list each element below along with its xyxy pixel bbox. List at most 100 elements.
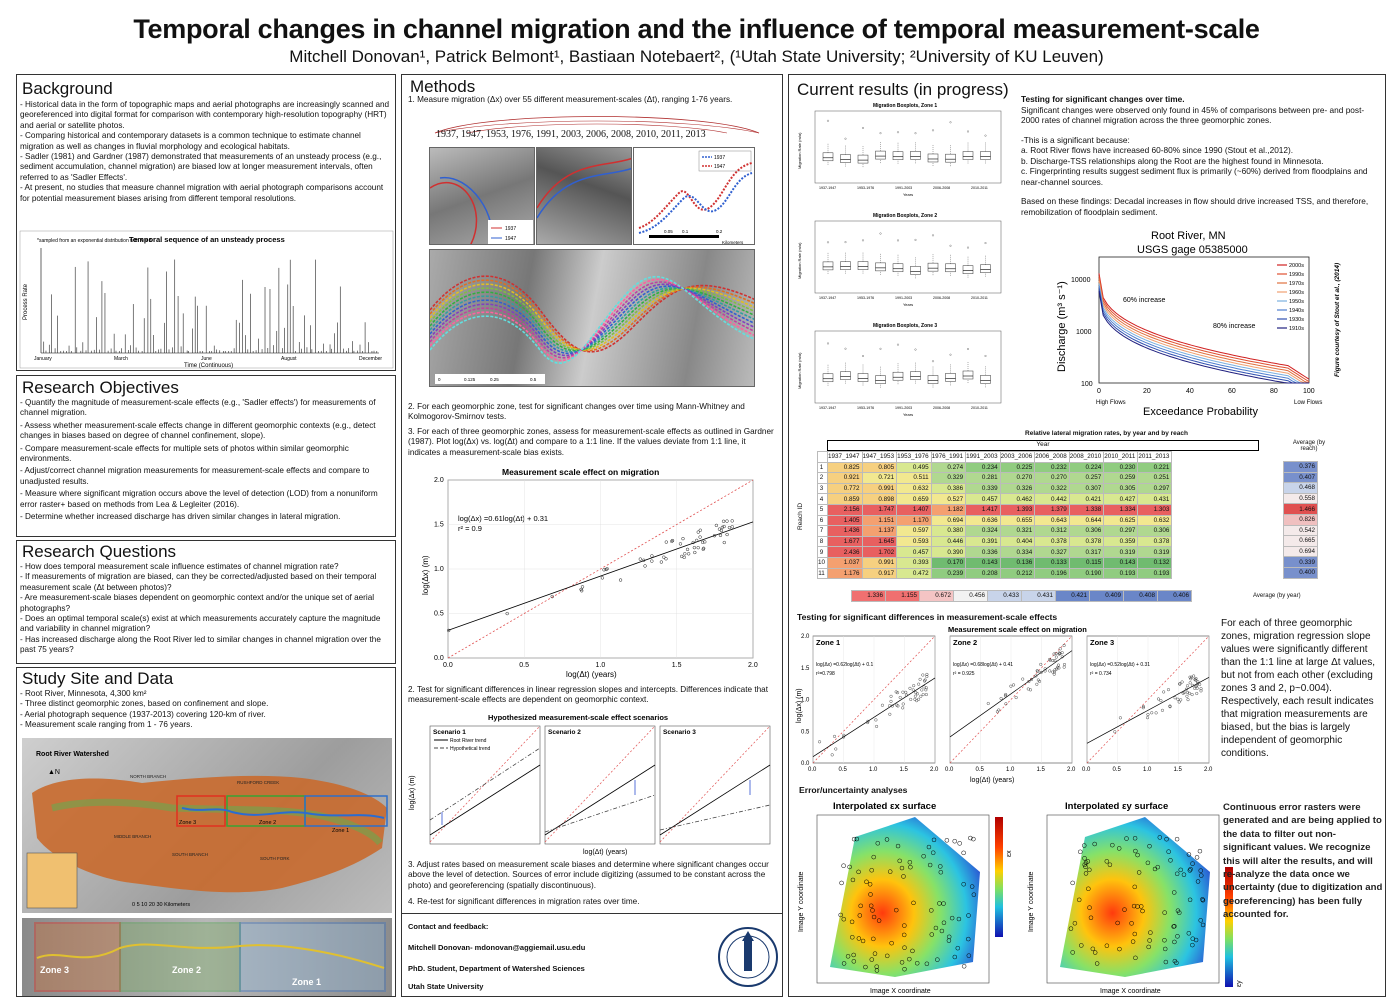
gcp-point [968,835,973,841]
table-col-header: 1937_1947 [827,451,863,463]
gcp-point [1115,920,1120,926]
table-cell: 0.442 [1034,493,1070,505]
table-cell: 0.898 [861,493,898,505]
box [945,263,956,273]
contact-email[interactable]: Mitchell Donovan- mdonovan@aggiemail.usu… [408,943,586,952]
data-point [1043,667,1047,671]
zone-r2: r²=0.798 [816,671,835,677]
gcp-point [894,907,899,913]
table-cell: 0.390 [930,546,967,558]
flow-tick: 80 [1270,388,1278,395]
table-col-header: 2006_2008 [1034,451,1070,463]
study-heading: Study Site and Data [22,669,174,688]
data-point [1141,706,1145,710]
outlier [827,342,829,345]
data-point [1141,705,1145,709]
gcp-point [845,954,851,959]
data-point [580,589,584,593]
zone-scale-charts: Measurement scale effect on migration lo… [796,625,1213,784]
data-point [727,525,732,530]
data-point [701,540,705,544]
outlier [827,119,829,122]
table-cell: 0.495 [896,461,932,474]
gcp-point [851,836,857,842]
zone-ylabel: log(Δx) (m) [796,688,803,723]
avg-row: 0.468 [1283,482,1318,494]
table-cell: 0.431 [1137,493,1173,505]
data-point [1188,675,1192,679]
y-tick: 0.5 [434,611,444,618]
x-tick: 2.0 [1204,767,1213,773]
data-point [889,699,893,703]
gcp-point [1168,858,1173,863]
gcp-point [868,903,874,909]
gcp-point [1181,872,1187,877]
data-point [915,692,919,696]
gcp-point [955,945,961,951]
data-point [1003,694,1007,698]
box [927,153,939,163]
table-cell: 0.457 [896,546,932,558]
data-point [681,537,685,541]
boxplot-frame [814,220,1002,294]
table-row: 3 0.772 0.991 0.632 0.386 0.339 0.326 0.322 0.30… [816,482,1173,495]
gcp-point [1162,910,1167,915]
table-cell: 1.417 [965,503,1001,516]
data-point [1052,672,1056,676]
data-point [664,540,668,544]
data-point [896,691,900,695]
study-item: - Measurement scale ranging from 1 - 76 … [20,720,193,730]
results-panel: Current results (in progress) Migration … [788,74,1386,997]
gcp-point [1163,959,1169,965]
table-cell: 0.446 [930,535,967,548]
data-point [1060,655,1064,659]
strip-zone-label: Zone 2 [172,965,201,975]
data-point [1118,716,1122,720]
boxplot-xlabel: Years [903,412,913,417]
outlier [862,126,864,129]
scenario-ylabel: log(Δx) (m) [409,775,416,810]
data-point [1036,678,1040,682]
box [910,371,921,380]
x-tick: 0.0 [808,767,817,773]
mse-text: For each of three geomorphic zones, migr… [1221,618,1375,759]
gcp-point [956,916,962,922]
gcp-point [946,934,952,940]
table-cell: 0.644 [1068,514,1105,527]
gcp-point [1162,946,1168,952]
gcp-point [902,945,907,950]
gcp-point [871,914,877,920]
data-point [659,560,664,564]
outlier [984,242,987,245]
gcp-point [931,837,937,843]
table-cell: 0.805 [861,461,898,474]
scenario-legend: Root River trend [450,738,487,744]
error-colorbar [1225,867,1233,987]
avg-row: 0.694 [1283,545,1318,558]
usu-seal-logo [718,927,778,987]
mse-ylabel: log(Δx) (m) [421,555,430,595]
avg-row: 1.466 [1283,503,1318,515]
gcp-point [1117,946,1122,952]
zone-equation: log(Δx) =0.52log(Δt) + 0.31 [1090,662,1150,668]
box [822,373,834,383]
data-point [924,688,928,692]
table-col-header: 1947_1953 [861,451,898,463]
data-point [1027,680,1031,684]
data-point [1176,697,1180,701]
data-point [1186,690,1190,694]
table-cell: 1.379 [1034,503,1070,516]
sig-text: Significant changes were observed only f… [1021,104,1365,126]
flow-curve [1098,275,1310,383]
inset-legend: 1947 [714,164,725,170]
zone-label: Zone 3 [1090,638,1114,647]
data-point [875,724,879,728]
gcp-point [851,959,857,964]
data-point [1179,698,1183,702]
x-tick: 1.0 [1006,767,1015,773]
years-sequence: 1937, 1947, 1953, 1976, 1991, 2003, 2006… [436,129,706,140]
data-point [696,530,700,534]
flow-low-label: Low Flows [1294,400,1322,406]
channel-line [430,287,754,352]
data-point [1057,651,1061,655]
